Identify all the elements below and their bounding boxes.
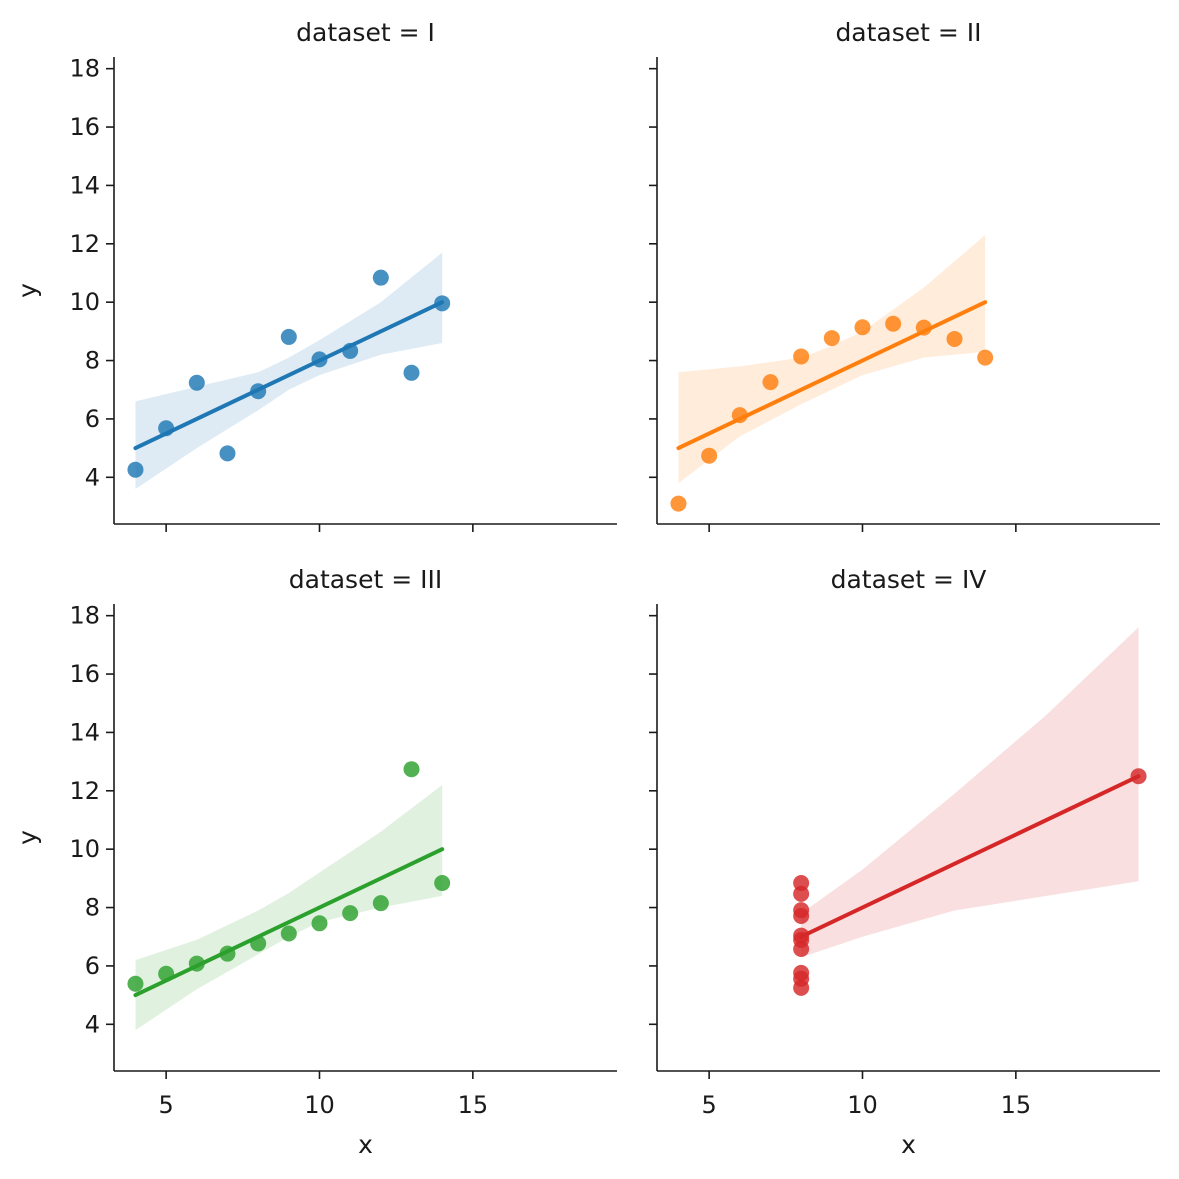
panel-title: dataset = II <box>835 18 981 47</box>
y-tick-label: 6 <box>85 952 100 980</box>
x-tick-label: 15 <box>1001 1091 1032 1119</box>
data-point <box>854 319 871 336</box>
data-point <box>403 761 420 778</box>
y-tick-label: 12 <box>69 777 100 805</box>
confidence-band <box>135 785 443 1031</box>
data-point <box>762 374 779 391</box>
regression-line <box>676 300 988 451</box>
data-point <box>434 875 451 892</box>
y-tick-label: 14 <box>69 718 100 746</box>
data-point <box>434 295 451 312</box>
x-axis-label: x <box>358 1130 373 1159</box>
facet-panel-1: dataset = I 4 6 8 10 12 14 16 18 y <box>13 18 617 532</box>
data-point <box>280 328 297 345</box>
panel-title: dataset = IV <box>831 565 987 594</box>
x-axis-label: x <box>901 1130 916 1159</box>
data-point <box>823 330 840 347</box>
y-tick-label: 4 <box>85 1010 100 1038</box>
y-tick-label: 6 <box>85 405 100 433</box>
y-tick-label: 12 <box>69 230 100 258</box>
panel-title: dataset = I <box>296 18 435 47</box>
y-tick-label: 4 <box>85 463 100 491</box>
y-tick-label: 10 <box>69 835 100 863</box>
y-axis-label: y <box>13 830 42 845</box>
facet-panel-4: dataset = IV 5 10 15 x <box>649 565 1160 1159</box>
y-tick-label: 8 <box>85 894 100 922</box>
facet-panel-3: dataset = III 4 6 8 10 12 14 16 18 5 10 15 x y <box>13 565 617 1159</box>
data-point <box>731 407 748 424</box>
data-point <box>250 383 267 400</box>
data-point <box>403 364 420 381</box>
confidence-band <box>135 252 443 489</box>
data-point <box>701 447 718 464</box>
regression-line <box>133 847 445 998</box>
data-point <box>250 935 267 952</box>
x-tick-label: 5 <box>701 1091 716 1119</box>
data-point <box>793 902 810 919</box>
x-tick-label: 10 <box>304 1091 335 1119</box>
x-tick-label: 10 <box>847 1091 878 1119</box>
data-point <box>311 915 328 932</box>
x-tick-label: 5 <box>158 1091 173 1119</box>
y-tick-label: 16 <box>69 660 100 688</box>
y-tick-label: 18 <box>69 55 100 83</box>
data-point <box>372 895 389 912</box>
data-point <box>158 965 175 982</box>
regression-line <box>799 774 1141 939</box>
data-point <box>311 351 328 368</box>
data-point <box>188 955 205 972</box>
data-point <box>946 330 963 347</box>
data-point <box>1130 768 1147 785</box>
data-point <box>793 348 810 365</box>
data-point <box>793 970 810 987</box>
data-point <box>977 349 994 366</box>
x-tick-label: 15 <box>458 1091 489 1119</box>
data-point <box>127 975 144 992</box>
data-point <box>372 269 389 286</box>
data-point <box>219 445 236 462</box>
data-point <box>915 319 932 336</box>
data-point <box>793 931 810 948</box>
data-point <box>670 495 687 512</box>
regression-line <box>133 300 445 451</box>
confidence-band <box>801 627 1139 958</box>
y-tick-label: 10 <box>69 288 100 316</box>
panel-title: dataset = III <box>289 565 442 594</box>
data-point <box>885 315 902 332</box>
y-tick-label: 14 <box>69 171 100 199</box>
data-point <box>342 342 359 359</box>
y-axis-label: y <box>13 283 42 298</box>
data-point <box>342 905 359 922</box>
data-point <box>188 374 205 391</box>
y-tick-label: 18 <box>69 602 100 630</box>
data-point <box>158 420 175 437</box>
data-point <box>219 945 236 962</box>
data-point <box>280 925 297 942</box>
confidence-band <box>678 235 986 484</box>
data-point <box>793 885 810 902</box>
y-tick-label: 8 <box>85 347 100 375</box>
data-point <box>127 461 144 478</box>
y-tick-label: 16 <box>69 113 100 141</box>
facet-panel-2: dataset = II <box>649 18 1160 532</box>
